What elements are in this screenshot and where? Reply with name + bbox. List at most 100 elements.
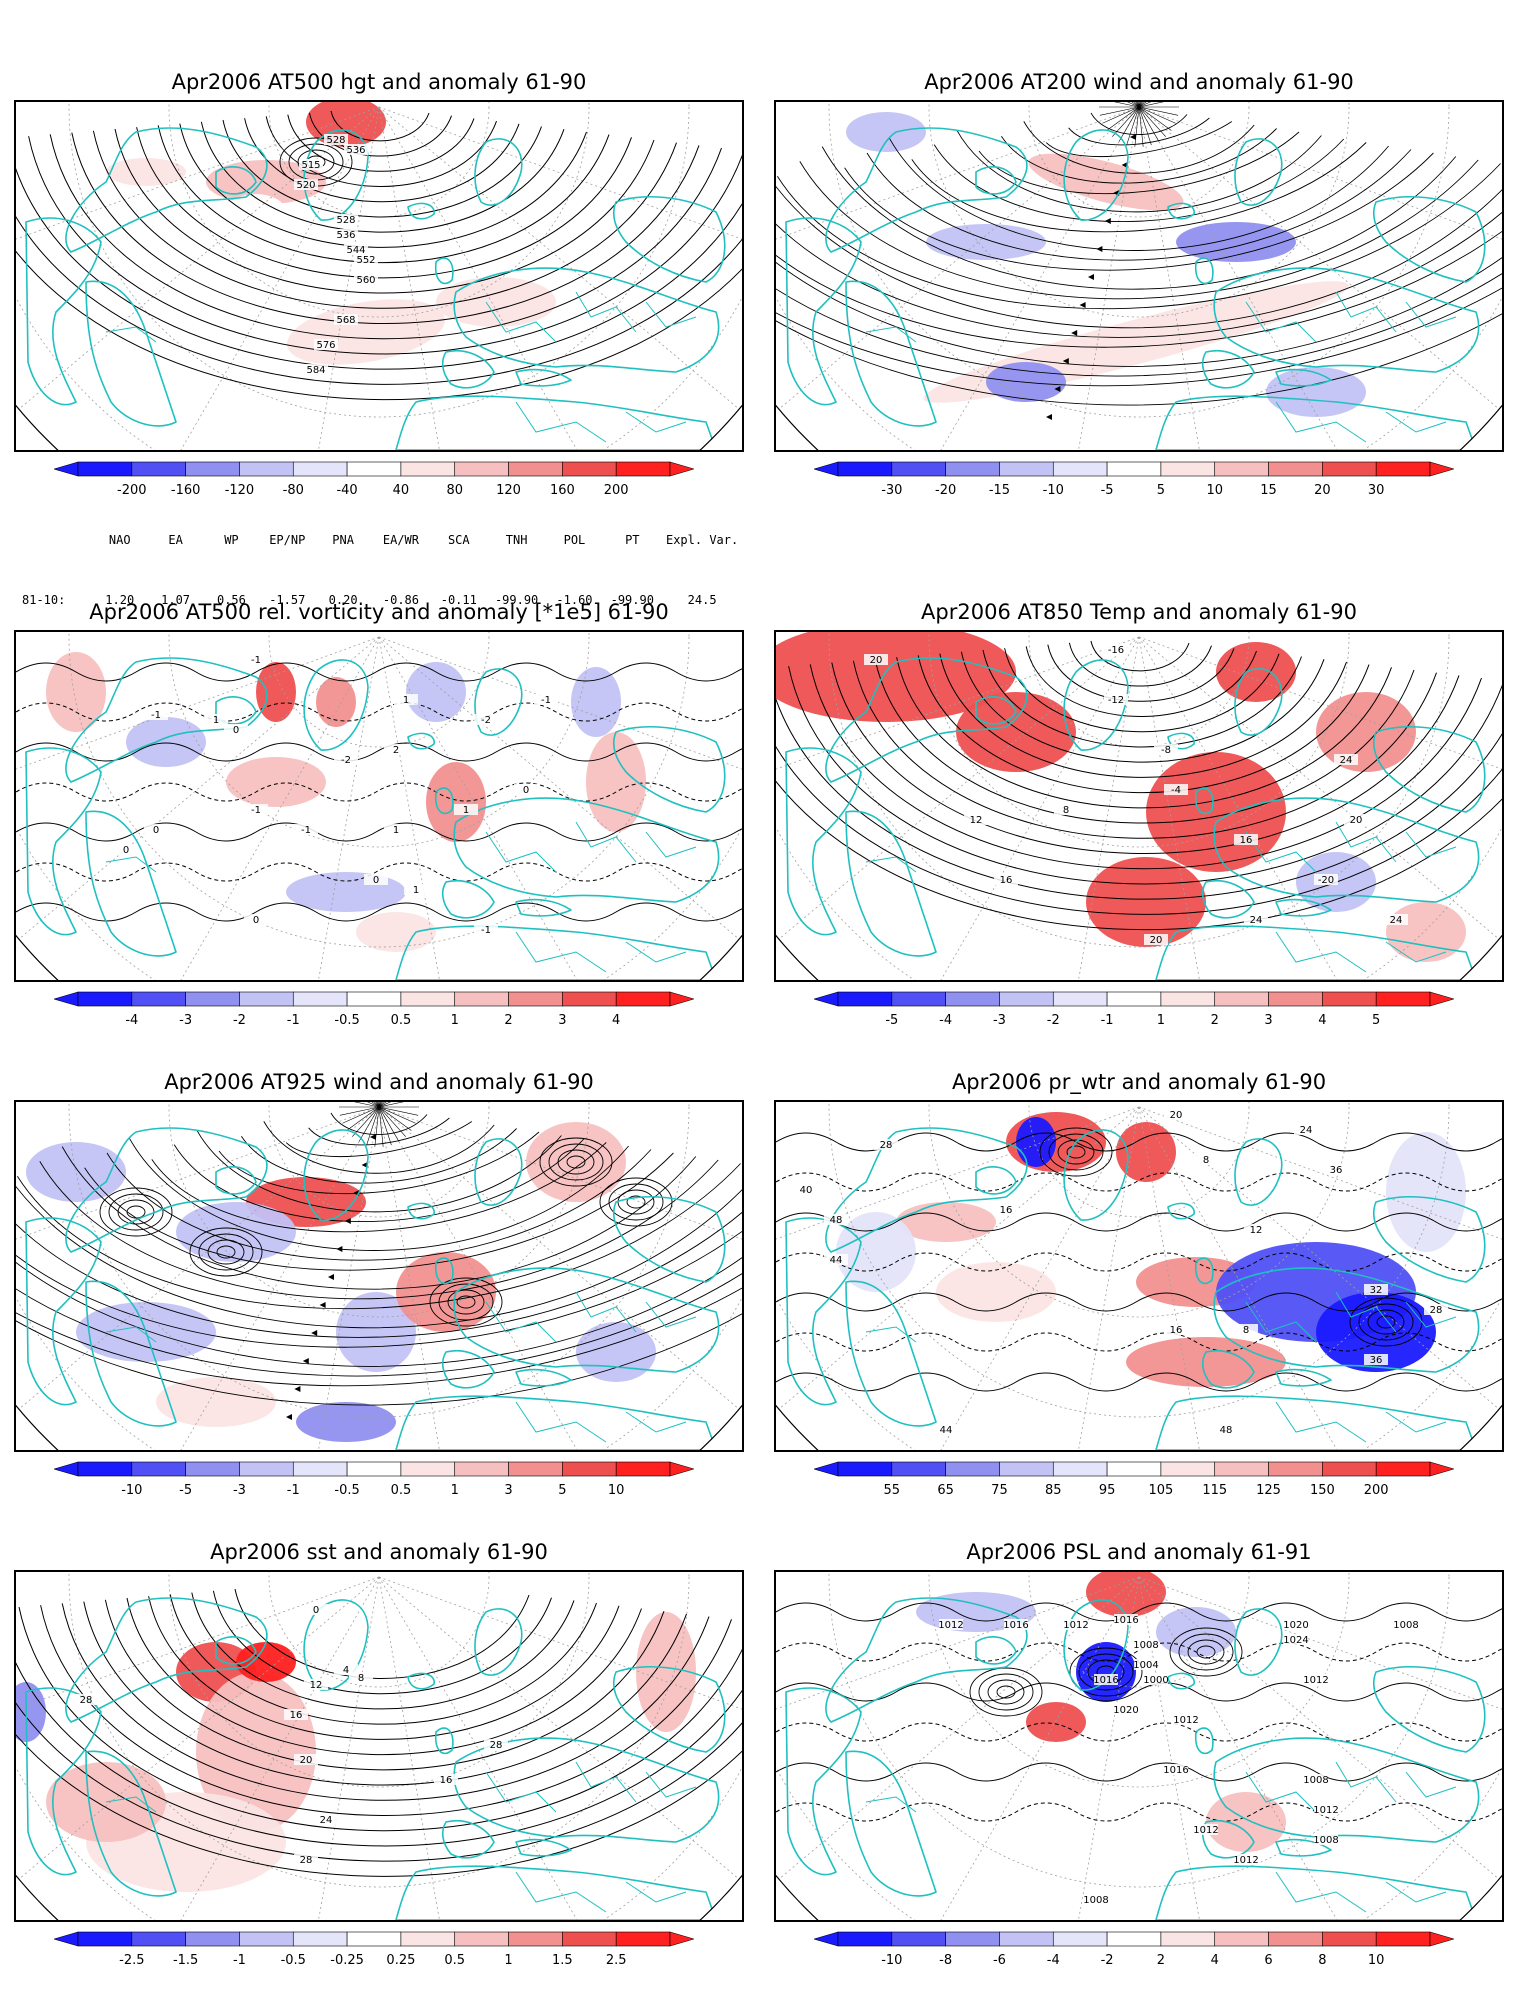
contour-label-bg bbox=[344, 244, 368, 255]
colorbar-tick-label: 4 bbox=[612, 1013, 620, 1028]
panel-title: Apr2006 AT500 hgt and anomaly 61-90 bbox=[171, 70, 587, 94]
streamline bbox=[285, 1121, 473, 1158]
contour-label: 1 bbox=[463, 805, 469, 816]
coastline bbox=[441, 1350, 495, 1389]
political-border bbox=[515, 1871, 607, 1913]
circulation-contour bbox=[626, 1195, 646, 1209]
coastline bbox=[785, 217, 862, 406]
meridian-gridline bbox=[143, 1576, 380, 1920]
contour-label: -1 bbox=[151, 710, 161, 721]
coastline bbox=[474, 138, 523, 206]
coastline bbox=[434, 1727, 454, 1755]
contour-label: 0 bbox=[123, 845, 129, 856]
colorbar-swatch bbox=[1214, 1931, 1269, 1947]
colorbar-swatch bbox=[1106, 1461, 1162, 1477]
teleconnection-indices: NAO EA WP EP/NP PNA EA/WR SCA TNH POL PT Expl. Var… bbox=[22, 490, 742, 650]
colorbar-arrow-left bbox=[54, 991, 79, 1007]
contour-line bbox=[776, 1802, 1502, 1822]
contour-label: 16 bbox=[440, 1775, 453, 1786]
streamline-arrow bbox=[286, 1414, 292, 1420]
contour-label-bg bbox=[384, 744, 408, 755]
coastline bbox=[65, 127, 268, 253]
contour-line bbox=[776, 1132, 1502, 1152]
coastline bbox=[515, 1368, 572, 1387]
coastline bbox=[515, 368, 572, 387]
streamline bbox=[1138, 102, 1179, 108]
index-header: EA bbox=[168, 533, 183, 547]
colorbar: -4 -3 -2 -1 -0.5 0.5 1 2 3 4 bbox=[54, 991, 694, 1028]
streamline bbox=[366, 1106, 380, 1146]
colorbar-swatch bbox=[346, 1461, 402, 1477]
coastline bbox=[515, 1838, 572, 1857]
streamline bbox=[911, 142, 1367, 233]
meridian-gridline bbox=[378, 1576, 742, 1739]
political-border bbox=[1405, 831, 1457, 858]
coastline bbox=[407, 1202, 435, 1220]
colorbar: -10 -5 -3 -1 -0.5 0.5 1 3 5 10 bbox=[54, 1461, 694, 1498]
colorbar-tick-label: -20 bbox=[935, 483, 956, 498]
streamline-arrow bbox=[1130, 134, 1136, 140]
political-border bbox=[515, 401, 607, 443]
colorbar-swatch bbox=[945, 1461, 1000, 1477]
political-border bbox=[1335, 1291, 1397, 1333]
circulation-contour bbox=[557, 1149, 595, 1175]
circulation-contour bbox=[1169, 1627, 1243, 1677]
colorbar-swatch bbox=[1375, 461, 1431, 477]
colorbar-swatch bbox=[1160, 991, 1216, 1007]
latitude-gridline bbox=[828, 102, 1450, 418]
coastline bbox=[453, 1267, 720, 1373]
political-border bbox=[105, 856, 157, 873]
coastline bbox=[65, 1127, 268, 1253]
contour-label: 24 bbox=[1250, 915, 1263, 926]
colorbar-swatch bbox=[1268, 1461, 1323, 1477]
circulation-contour bbox=[438, 1283, 494, 1321]
colorbar-swatch bbox=[1322, 1931, 1377, 1947]
contour-label-bg bbox=[1314, 1834, 1338, 1845]
contour-label-bg bbox=[1144, 934, 1168, 945]
colorbar-tick-label: 3 bbox=[1264, 1013, 1272, 1028]
circulation-contour bbox=[1069, 1647, 1143, 1697]
colorbar-swatch bbox=[891, 991, 946, 1007]
colorbar-tick-label: -2 bbox=[1101, 1953, 1114, 1968]
colorbar-swatch bbox=[1106, 461, 1162, 477]
latitude-gridline bbox=[828, 632, 1450, 948]
colorbar-swatch bbox=[615, 461, 671, 477]
contour-label-bg bbox=[1154, 744, 1178, 755]
colorbar-tick-label: 200 bbox=[1364, 1483, 1389, 1498]
colorbar-tick-label: 1 bbox=[451, 1013, 459, 1028]
anomaly-shading bbox=[1086, 1572, 1166, 1617]
coastline bbox=[1372, 726, 1486, 813]
anomaly-shading bbox=[1016, 1117, 1056, 1167]
coastline bbox=[1234, 1138, 1283, 1206]
coastline bbox=[25, 1217, 102, 1406]
political-border bbox=[485, 301, 557, 343]
contour-label: 576 bbox=[316, 340, 335, 351]
contour-line bbox=[776, 1172, 1502, 1192]
streamline bbox=[342, 1102, 380, 1108]
colorbar: -5 -4 -3 -2 -1 1 2 3 4 5 bbox=[814, 991, 1454, 1028]
colorbar-tick-label: 65 bbox=[937, 1483, 954, 1498]
contour-line bbox=[776, 1372, 1502, 1392]
colorbar-swatch bbox=[1375, 1931, 1431, 1947]
colorbar-swatch bbox=[837, 1931, 893, 1947]
colorbar-tick-label: 1.5 bbox=[552, 1953, 573, 1968]
coastline bbox=[845, 810, 937, 957]
contour-label: 16 bbox=[1000, 875, 1013, 886]
circulation-contour bbox=[429, 1277, 503, 1327]
colorbar-swatch bbox=[615, 991, 671, 1007]
contour-label-bg bbox=[824, 1254, 848, 1265]
colorbar-tick-label: 160 bbox=[550, 483, 575, 498]
political-border bbox=[1385, 1881, 1447, 1903]
political-border bbox=[1335, 1761, 1397, 1803]
latitude-gridline bbox=[928, 102, 1350, 318]
contour-line bbox=[776, 671, 1502, 931]
streamline-arrow bbox=[1046, 414, 1052, 420]
latitude-gridline bbox=[268, 102, 490, 218]
coastline bbox=[25, 217, 102, 406]
meridian-gridline bbox=[1138, 106, 1375, 450]
coastline bbox=[65, 657, 268, 783]
colorbar-tick-label: 55 bbox=[884, 1483, 901, 1498]
map-layer bbox=[16, 102, 742, 450]
political-border bbox=[575, 821, 637, 863]
colorbar-tick-label: 200 bbox=[604, 483, 629, 498]
